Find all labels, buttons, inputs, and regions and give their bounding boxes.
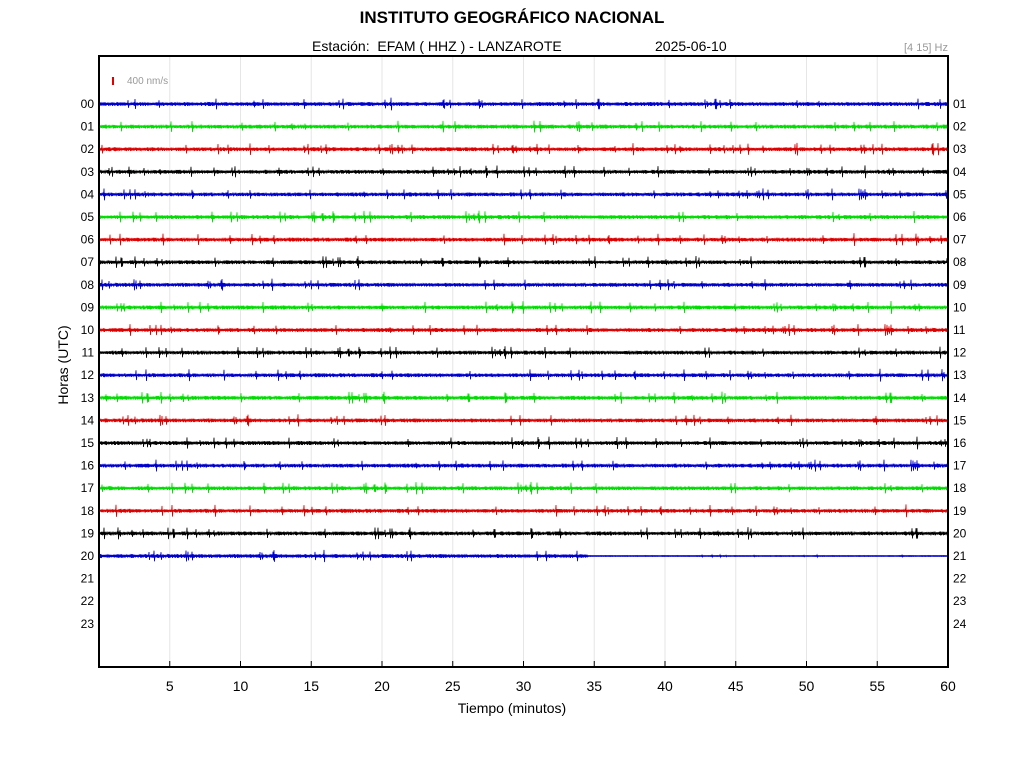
left-hour-label: 23 <box>81 617 95 631</box>
x-tick-label: 20 <box>374 678 390 694</box>
left-hour-label: 08 <box>81 278 95 292</box>
right-hour-label: 16 <box>953 436 967 450</box>
x-tick-label: 45 <box>728 678 744 694</box>
right-hour-label: 03 <box>953 142 967 156</box>
right-hour-label: 23 <box>953 594 967 608</box>
right-hour-label: 02 <box>953 120 967 134</box>
right-hour-label: 06 <box>953 210 967 224</box>
traces <box>98 97 949 563</box>
x-tick-label: 10 <box>233 678 249 694</box>
x-tick-label: 15 <box>303 678 319 694</box>
x-tick-label: 50 <box>799 678 815 694</box>
right-hour-label: 15 <box>953 413 967 427</box>
x-tick-label: 5 <box>166 678 174 694</box>
left-hour-label: 01 <box>81 120 95 134</box>
x-tick-label: 30 <box>516 678 532 694</box>
right-hour-label: 22 <box>953 572 967 586</box>
right-hour-label: 01 <box>953 97 967 111</box>
right-hour-label: 19 <box>953 504 967 518</box>
x-axis-label: Tiempo (minutos) <box>457 700 567 716</box>
right-hour-label: 05 <box>953 187 967 201</box>
left-hour-label: 02 <box>81 142 95 156</box>
right-hour-label: 20 <box>953 526 967 540</box>
chart-title: INSTITUTO GEOGRÁFICO NACIONAL <box>359 8 665 27</box>
left-hour-label: 15 <box>81 436 95 450</box>
x-tick-label: 35 <box>586 678 602 694</box>
x-tick-label: 40 <box>657 678 673 694</box>
right-hour-label: 14 <box>953 391 967 405</box>
left-hour-label: 21 <box>81 572 95 586</box>
x-tick-label: 60 <box>940 678 956 694</box>
left-hour-label: 13 <box>81 391 95 405</box>
right-hour-label: 11 <box>953 323 966 337</box>
left-hour-label: 16 <box>81 459 95 473</box>
x-tick-label: 25 <box>445 678 461 694</box>
right-hour-label: 13 <box>953 368 967 382</box>
right-hour-label: 12 <box>953 346 967 360</box>
left-hour-label: 06 <box>81 233 95 247</box>
right-hour-label: 18 <box>953 481 967 495</box>
left-hour-label: 09 <box>81 300 95 314</box>
left-hour-label: 10 <box>81 323 95 337</box>
right-hour-label: 17 <box>953 459 967 473</box>
station-label: Estación: EFAM ( HHZ ) - LANZAROTE <box>312 38 562 54</box>
left-hour-label: 11 <box>82 346 95 360</box>
left-hour-label: 18 <box>81 504 95 518</box>
amplitude-scale-label: 400 nm/s <box>127 76 169 87</box>
left-hour-label: 03 <box>81 165 95 179</box>
left-hour-label: 17 <box>81 481 95 495</box>
plot-frame <box>98 55 949 668</box>
right-hour-label: 24 <box>953 617 967 631</box>
scale-bar <box>112 77 114 85</box>
right-hour-label: 04 <box>953 165 967 179</box>
right-hour-label: 10 <box>953 300 967 314</box>
left-hour-label: 22 <box>81 594 95 608</box>
left-hour-label: 20 <box>81 549 95 563</box>
x-tick-label: 55 <box>869 678 885 694</box>
right-hour-label: 21 <box>953 549 967 563</box>
date-label: 2025-06-10 <box>655 38 727 54</box>
right-hour-label: 07 <box>953 233 967 247</box>
left-hour-label: 12 <box>81 368 95 382</box>
grid <box>169 56 949 667</box>
left-hour-label: 14 <box>81 413 95 427</box>
right-hour-label: 09 <box>953 278 967 292</box>
left-hour-label: 07 <box>81 255 95 269</box>
filter-band-label: [4 15] Hz <box>903 42 948 54</box>
left-hour-label: 04 <box>81 187 95 201</box>
left-hour-label: 00 <box>81 97 95 111</box>
tick-labels: 5 10 15 20 25 30 35 40 45 50 55 60 00 01 02 03 04 05 06 07 0… <box>81 97 967 694</box>
left-hour-label: 19 <box>81 526 95 540</box>
left-hour-label: 05 <box>81 210 95 224</box>
right-hour-label: 08 <box>953 255 967 269</box>
